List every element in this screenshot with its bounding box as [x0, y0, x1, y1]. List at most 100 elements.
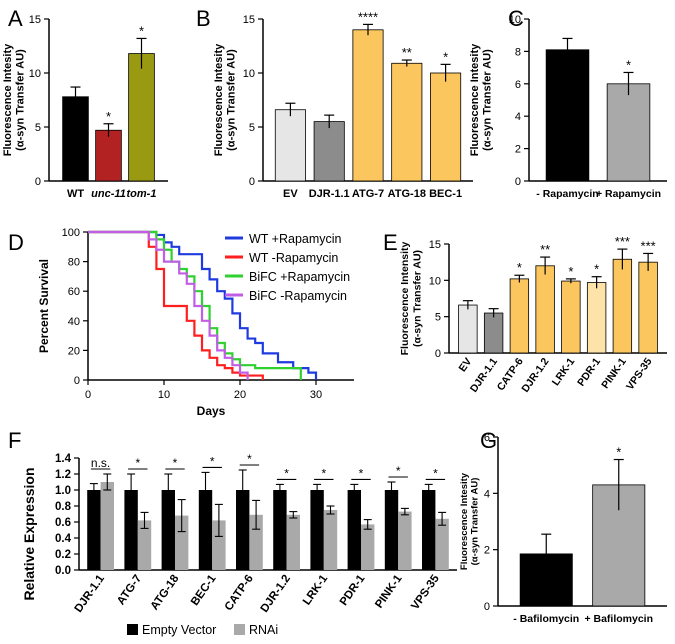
- panel-c-y-tick-label: 10: [509, 14, 521, 26]
- panel-f-significance: *: [359, 466, 364, 480]
- panel-f-category-label: PDR-1: [338, 572, 368, 608]
- panel-f-bar: [212, 520, 226, 570]
- panel-e-bar: [509, 278, 530, 354]
- panel-f-category-label: BEC-1: [189, 572, 219, 608]
- panel-f-bar: [435, 518, 449, 570]
- panel-d-series-line: [88, 230, 249, 380]
- panel-f-bar: [323, 510, 338, 570]
- panel-c-bar: [606, 83, 651, 182]
- panel-d-x-axis-title: Days: [197, 404, 226, 418]
- panel-d-x-tick-label: 30: [310, 389, 322, 401]
- panel-c-category-label: - Rapamycin: [536, 188, 598, 200]
- panel-f-bar: [422, 490, 436, 570]
- panel-a-significance: *: [106, 109, 111, 124]
- panel-b-category-label: BEC-1: [429, 188, 462, 200]
- panel-c-y-tick-label: 8: [515, 46, 521, 58]
- panel-d-legend-label: WT -Rapamycin: [249, 251, 338, 265]
- panel-g-chart: 0 2 4 6 - Bafilomycin * + Bafilomycin: [484, 432, 667, 625]
- panel-g-y-tick-label: 4: [484, 488, 490, 500]
- panel-f-significance: *: [396, 464, 401, 478]
- panel-e-category-label: VPS-35: [624, 356, 655, 393]
- panel-f-significance: *: [433, 466, 438, 480]
- panel-c-y-tick-label: 6: [515, 79, 521, 91]
- panel-e-significance: **: [540, 242, 550, 257]
- panel-f-significance: *: [247, 452, 252, 466]
- panel-c-chart: 0 2 4 6 8 10 - Rapamycin * + Rapamycin: [509, 14, 667, 200]
- panel-f-bar: [175, 515, 189, 570]
- panel-c-y-tick-label: 0: [515, 176, 521, 188]
- panel-f-y-tick-label: 1.4: [55, 453, 72, 465]
- panel-d-y-tick-label: 40: [68, 316, 80, 328]
- panel-b-bar: [274, 109, 306, 182]
- panel-e-bar: [483, 312, 504, 354]
- panel-e-bar: [638, 261, 658, 354]
- panel-f-bar: [286, 514, 300, 570]
- panel-d-y-tick-label: 60: [68, 286, 80, 298]
- panel-e-significance: ***: [615, 234, 630, 249]
- panel-b-bar: [352, 29, 384, 182]
- panel-label-f: F: [8, 428, 21, 453]
- panel-f-y-tick-label: 1.0: [55, 485, 71, 497]
- panel-f-significance: *: [284, 466, 289, 480]
- panel-b-category-label: DJR-1.1: [309, 188, 350, 200]
- panel-f-chart: 0.0 0.2 0.4 0.6 0.8 1.0 1.2 1.4 n.s. DJR-1.1 * ATG-…: [55, 452, 457, 637]
- panel-e-category-label: EV: [456, 356, 474, 374]
- panel-b-bar: [391, 62, 423, 182]
- panel-f-y-tick-label: 1.2: [55, 469, 71, 481]
- panel-d-y-tick-label: 80: [68, 257, 80, 269]
- panel-a-y-tick-label: 15: [29, 14, 41, 26]
- panel-d-y-tick-label: 100: [62, 227, 80, 239]
- panel-label-b: B: [196, 6, 211, 31]
- panel-f-y-axis-title: Relative Expression: [21, 467, 37, 600]
- panel-e-significance: ***: [641, 238, 656, 253]
- panel-f-legend-label: Empty Vector: [142, 623, 216, 637]
- panel-d-x-tick-label: 20: [234, 389, 246, 401]
- panel-e-y-tick-label: 10: [429, 275, 441, 287]
- panel-d-y-axis-title: Percent Survival: [37, 259, 51, 353]
- panel-g-category-label: + Bafilomycin: [584, 613, 653, 625]
- panel-f-legend-swatch: [234, 624, 245, 635]
- panel-g-y-tick-label: 0: [484, 601, 490, 613]
- panel-e-bar: [612, 258, 633, 354]
- panel-e-bar: [561, 280, 581, 354]
- panel-d-chart: 0 20 40 60 80 100 0 10 20 30 Days WT +Rapamycin WT -…: [62, 227, 354, 418]
- panel-c-bar: [545, 49, 590, 182]
- panel-d-y-tick-label: 20: [68, 345, 80, 357]
- panel-e-bar: [586, 282, 607, 354]
- panel-a-bar: [62, 96, 89, 182]
- panel-f-significance: *: [173, 456, 178, 470]
- panel-e-significance: *: [568, 264, 573, 279]
- panel-g-y-axis-title: Fluorescence Intesity(α-syn Transfer AU): [459, 472, 481, 570]
- panel-g-significance: *: [616, 445, 621, 460]
- panel-e-category-label: LRK-1: [550, 356, 578, 388]
- panel-b-y-tick-label: 0: [249, 176, 255, 188]
- panel-f-bar: [398, 511, 412, 570]
- panel-f-category-label: LRK-1: [301, 572, 331, 607]
- panel-f-category-label: DJR-1.2: [259, 573, 293, 615]
- panel-b-significance: **: [402, 45, 412, 60]
- panel-e-y-tick-label: 0: [435, 348, 441, 360]
- panel-b-y-tick-label: 5: [249, 122, 255, 134]
- panel-f-bar: [361, 524, 375, 570]
- panel-e-bar: [535, 265, 555, 354]
- panel-d-legend-label: BiFC -Rapamycin: [249, 289, 347, 303]
- panel-e-y-tick-label: 5: [435, 312, 441, 324]
- panel-f-y-tick-label: 0.2: [55, 549, 71, 561]
- panel-e-y-axis-title: Fluorescence Intensity(α-syn Transfer AU…: [399, 241, 423, 355]
- panel-label-g: G: [480, 428, 497, 453]
- panel-f-significance: n.s.: [91, 456, 110, 470]
- panel-f-legend-swatch: [127, 624, 138, 635]
- panel-c-significance: *: [626, 57, 631, 72]
- panel-label-c: C: [508, 6, 524, 31]
- panel-f-bar: [310, 490, 324, 570]
- panel-f-category-label: CATP-6: [223, 573, 256, 613]
- panel-d-series-line: [88, 230, 318, 380]
- panel-b-category-label: EV: [283, 188, 298, 200]
- panel-a-y-tick-label: 10: [29, 68, 41, 80]
- panel-f-legend-label: RNAi: [249, 623, 278, 637]
- panel-c-category-label: + Rapamycin: [596, 188, 661, 200]
- panel-b-chart: 0 5 10 15 EV DJR-1.1 **** ATG-7 ** ATG-18 * BEC-1: [243, 9, 473, 200]
- panel-f-y-tick-label: 0.4: [55, 533, 72, 545]
- panel-b-bar: [313, 121, 345, 182]
